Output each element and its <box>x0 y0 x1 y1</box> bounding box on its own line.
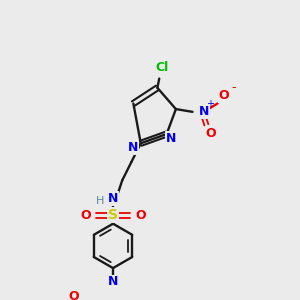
Text: S: S <box>108 208 118 222</box>
Text: O: O <box>206 127 216 140</box>
Text: N: N <box>108 275 118 289</box>
Text: N: N <box>128 141 139 154</box>
Text: N: N <box>108 192 118 205</box>
Text: O: O <box>135 209 146 222</box>
Text: O: O <box>80 209 91 222</box>
Text: -: - <box>231 81 236 94</box>
Text: Cl: Cl <box>155 61 169 74</box>
Text: H: H <box>96 196 104 206</box>
Text: +: + <box>206 100 214 110</box>
Text: N: N <box>198 105 209 119</box>
Text: N: N <box>166 132 176 145</box>
Text: O: O <box>68 290 79 300</box>
Text: O: O <box>219 89 229 102</box>
